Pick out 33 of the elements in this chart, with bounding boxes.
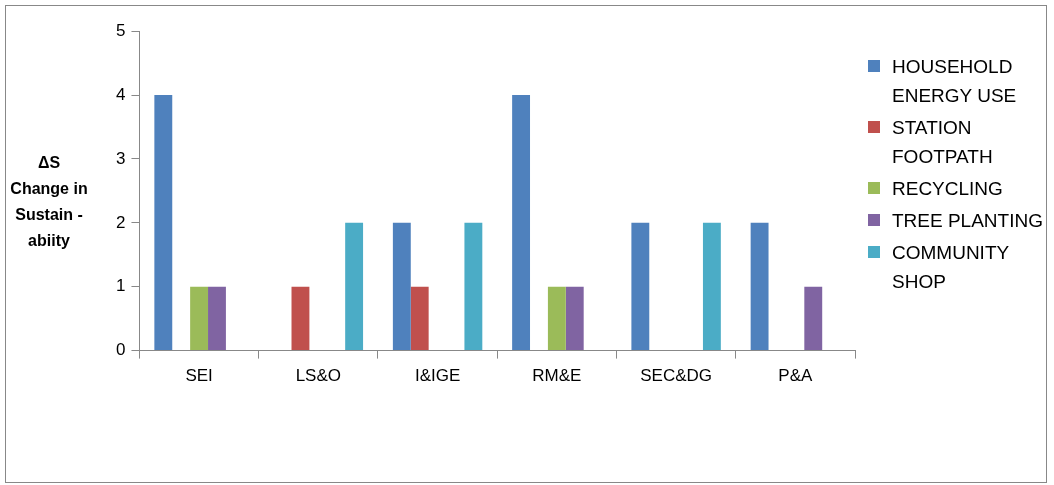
- bar: [750, 222, 769, 351]
- y-tick-label: 2: [115, 212, 126, 232]
- bar: [208, 286, 226, 351]
- legend-label: STATION FOOTPATH: [892, 117, 993, 167]
- x-tick-label: I&IGE: [414, 366, 461, 386]
- y-tick-label: 0: [115, 340, 126, 360]
- legend-label: RECYCLING: [892, 178, 1003, 199]
- bar: [512, 95, 531, 351]
- bar: [631, 222, 650, 351]
- legend-label: HOUSEHOLD ENERGY USE: [892, 56, 1017, 106]
- bar: [702, 222, 721, 351]
- bar: [345, 222, 364, 351]
- bar: [190, 286, 209, 351]
- bar: [154, 95, 173, 351]
- bar: [410, 286, 429, 351]
- bar: [392, 222, 411, 351]
- x-tick-label: LS&O: [295, 366, 342, 386]
- x-tick-label: RM&E: [532, 366, 582, 386]
- x-tick-label: SEI: [185, 366, 213, 386]
- legend-label: COMMUNITY SHOP: [892, 242, 1009, 292]
- bar: [291, 286, 310, 351]
- bar: [547, 286, 566, 351]
- bar: [565, 286, 584, 351]
- y-tick-label: 5: [115, 20, 126, 40]
- y-tick-label: 1: [115, 276, 126, 296]
- y-axis-title: ΔS Change in Sustain -abiity: [10, 153, 88, 251]
- bar: [464, 222, 483, 351]
- x-tick-label: SEC&DG: [640, 366, 713, 386]
- y-tick-label: 3: [115, 148, 126, 168]
- y-tick-label: 4: [115, 84, 126, 104]
- legend-label: TREE PLANTING: [892, 210, 1043, 231]
- bar: [804, 286, 823, 351]
- x-tick-label: P&A: [778, 366, 814, 386]
